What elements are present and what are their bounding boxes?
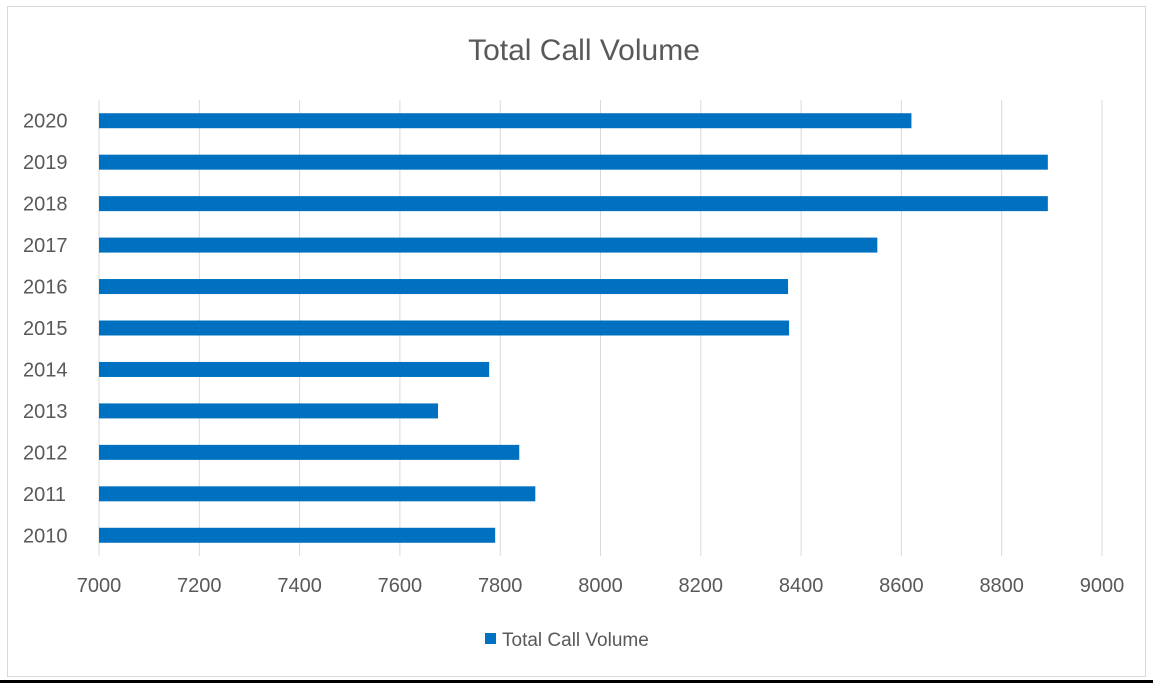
category-labels: 2010 2011 2012 2013 2014 2015 2016 2017 2018 2019… [23,111,68,548]
category-label: 2020 [23,111,68,133]
bottom-rule [0,680,1153,683]
category-label: 2015 [23,318,68,340]
bar-2010 [99,527,496,543]
category-label: 2013 [23,401,68,423]
bar-2012 [99,444,520,460]
x-tick-labels: 7000 7200 7400 7600 7800 8000 8200 8400 8600 8800… [77,575,1125,597]
category-label: 2010 [23,525,68,547]
x-tick-label: 8800 [979,575,1024,597]
x-tick-label: 8400 [779,575,824,597]
x-tick-label: 7200 [177,575,222,597]
bar-2016 [99,279,789,295]
legend-swatch [485,633,496,644]
bar-2013 [99,403,439,419]
bar-2011 [99,486,536,502]
bar-2018 [99,196,1048,212]
bar-2020 [99,113,912,129]
x-tick-label: 7400 [277,575,322,597]
bar-2019 [99,154,1048,170]
x-tick-label: 7000 [77,575,122,597]
chart-title: Total Call Volume [468,34,700,67]
x-tick-label: 7800 [478,575,523,597]
bar-2017 [99,237,878,253]
category-label: 2017 [23,235,68,257]
category-label: 2018 [23,194,68,216]
x-tick-label: 8000 [578,575,623,597]
x-tick-label: 8200 [679,575,724,597]
bars [99,113,1048,543]
legend-label: Total Call Volume [502,630,649,651]
category-label: 2014 [23,359,68,381]
category-label: 2012 [23,442,68,464]
category-label: 2011 [23,484,66,506]
legend: Total Call Volume [485,630,649,651]
bar-2014 [99,361,490,377]
x-tick-label: 9000 [1080,575,1125,597]
category-label: 2019 [23,152,68,174]
x-tick-label: 7600 [378,575,423,597]
gridlines [98,100,1103,556]
category-label: 2016 [23,277,68,299]
bar-2015 [99,320,790,336]
x-tick-label: 8600 [879,575,924,597]
